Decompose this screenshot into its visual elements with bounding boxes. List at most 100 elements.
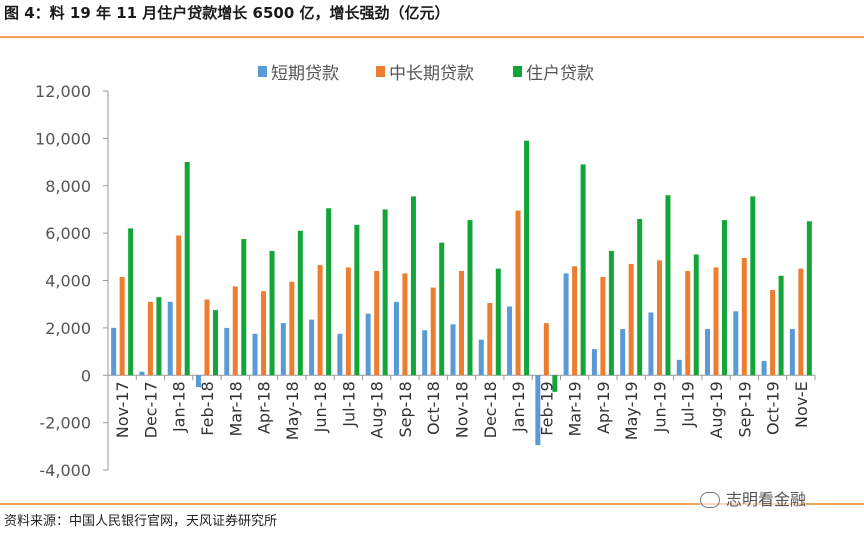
bar-series2-Oct-19 xyxy=(778,275,784,376)
bar-series1-Sep-18 xyxy=(402,273,408,376)
bar-series2-Jun-19 xyxy=(665,195,671,376)
bar-series0-Aug-19 xyxy=(705,329,711,376)
watermark-text: 志明看金融 xyxy=(726,490,807,509)
x-tick-label: Jun-18 xyxy=(311,381,330,433)
bar-series0-Dec-18 xyxy=(478,339,484,376)
bar-series0-Mar-18 xyxy=(224,327,230,376)
x-tick-label: Jan-18 xyxy=(170,381,189,433)
x-tick-label: Oct-19 xyxy=(764,381,783,435)
x-tick-label: Apr-18 xyxy=(255,381,274,434)
bar-series1-Oct-19 xyxy=(770,289,776,376)
bar-series2-Feb-18 xyxy=(212,310,218,376)
bar-series1-Aug-19 xyxy=(713,267,719,376)
bar-series0-Jul-18 xyxy=(337,333,343,376)
x-tick-label: Oct-18 xyxy=(424,381,443,435)
x-tick-label: May-19 xyxy=(622,381,641,440)
x-tick-label: Feb-18 xyxy=(198,381,217,435)
legend-swatch-1 xyxy=(376,66,385,77)
bar-series1-Aug-18 xyxy=(374,271,380,376)
bar-series0-Jan-19 xyxy=(507,306,513,376)
bar-series0-Mar-19 xyxy=(563,273,569,376)
bar-series2-Aug-18 xyxy=(382,209,388,376)
bar-series2-Nov-17 xyxy=(128,228,134,376)
bar-series1-May-19 xyxy=(628,263,634,376)
bar-series1-Jan-19 xyxy=(515,210,521,376)
legend-label-0: 短期贷款 xyxy=(271,64,339,84)
bar-series0-Dec-17 xyxy=(139,371,145,376)
bar-series1-Apr-19 xyxy=(600,276,606,376)
x-tick-label: Jan-19 xyxy=(509,381,528,433)
x-tick-label: Apr-19 xyxy=(594,381,613,434)
watermark: 志明看金融 xyxy=(700,486,807,510)
bar-series1-Jan-18 xyxy=(176,235,182,376)
bar-series0-Oct-19 xyxy=(761,361,767,376)
x-tick-label: Feb-19 xyxy=(537,381,556,435)
bar-series1-Feb-18 xyxy=(204,299,210,376)
bar-series0-Sep-18 xyxy=(393,301,399,376)
y-tick-label: -2,000 xyxy=(39,414,91,433)
y-tick-label: 10,000 xyxy=(35,129,91,148)
bar-series0-Jan-18 xyxy=(167,301,173,376)
bar-series0-Nov-17 xyxy=(111,327,117,376)
x-tick-label: Nov-E xyxy=(792,381,811,428)
x-tick-label: Sep-18 xyxy=(396,381,415,437)
bar-series2-Apr-18 xyxy=(269,250,275,376)
bar-series0-May-18 xyxy=(280,323,286,376)
bar-series1-Oct-18 xyxy=(430,287,436,376)
bar-series1-Dec-17 xyxy=(147,301,153,376)
legend: 短期贷款 中长期贷款 住户贷款 xyxy=(258,64,594,84)
bar-series0-Sep-19 xyxy=(733,311,739,376)
x-tick-label: Dec-17 xyxy=(141,381,160,438)
bar-series0-Jul-19 xyxy=(676,359,682,376)
figure-title: 图 4：料 19 年 11 月住户贷款增长 6500 亿，增长强劲（亿元） xyxy=(4,4,450,22)
x-tick-labels: Nov-17 Dec-17 Jan-18 Feb-18 Mar-18 Apr-18 May-… xyxy=(113,381,811,440)
bar-series0-Apr-18 xyxy=(252,333,258,376)
bar-series0-May-19 xyxy=(620,329,626,376)
y-tick-label: 4,000 xyxy=(45,272,91,291)
y-tick-label: 6,000 xyxy=(45,224,91,243)
bar-series0-Nov-E xyxy=(789,329,795,376)
bar-series1-Jul-19 xyxy=(685,271,691,376)
bar-series0-Jun-18 xyxy=(309,319,315,376)
legend-label-1: 中长期贷款 xyxy=(389,64,474,84)
bar-series0-Oct-18 xyxy=(422,330,428,376)
top-divider xyxy=(0,36,864,38)
bar-series1-Nov-18 xyxy=(459,271,464,376)
bar-series1-Nov-17 xyxy=(119,276,125,376)
bar-series0-Apr-19 xyxy=(591,349,597,376)
bar-series0-Feb-19 xyxy=(535,375,541,446)
x-tick-label: Sep-19 xyxy=(735,381,754,437)
x-tick-label: Jul-19 xyxy=(679,381,698,427)
bar-series1-Mar-19 xyxy=(572,266,578,376)
axes: 12,000 10,000 8,000 6,000 4,000 2,000 0 -2,000 -… xyxy=(35,82,816,480)
x-tick-label: Nov-18 xyxy=(453,381,472,438)
x-tick-label: Aug-19 xyxy=(707,381,726,438)
x-tick-label: Aug-18 xyxy=(368,381,387,438)
bar-series2-Nov-18 xyxy=(467,220,473,376)
y-tick-label: 2,000 xyxy=(45,319,91,338)
x-tick-label: Jul-18 xyxy=(339,381,358,427)
bar-series2-Mar-18 xyxy=(241,239,247,376)
bar-series2-Oct-18 xyxy=(439,242,445,376)
bar-series0-Jun-19 xyxy=(648,312,654,376)
bar-series2-Mar-19 xyxy=(580,164,586,376)
bar-series2-Dec-18 xyxy=(495,268,501,376)
x-tick-label: Mar-18 xyxy=(226,381,245,436)
bar-series1-Jul-18 xyxy=(345,267,351,376)
bar-series1-Jun-19 xyxy=(656,260,662,376)
bar-series2-Nov-E xyxy=(806,221,812,376)
legend-swatch-0 xyxy=(258,66,267,77)
source-note: 资料来源：中国人民银行官网，天风证券研究所 xyxy=(4,514,278,529)
bar-series1-Feb-19 xyxy=(543,323,549,376)
bar-series2-Sep-18 xyxy=(410,196,416,376)
bar-series2-Aug-19 xyxy=(722,220,728,376)
bar-series2-Apr-19 xyxy=(608,250,614,376)
x-tick-label: Jun-19 xyxy=(650,381,669,433)
y-tick-label: 12,000 xyxy=(35,82,91,101)
x-tick-label: Dec-18 xyxy=(481,381,500,438)
x-tick-label: May-18 xyxy=(283,381,302,440)
bottom-divider xyxy=(0,503,864,505)
bar-series2-Jun-18 xyxy=(326,208,332,376)
bar-series1-Nov-E xyxy=(798,268,804,376)
y-tick-label: -4,000 xyxy=(39,461,91,480)
